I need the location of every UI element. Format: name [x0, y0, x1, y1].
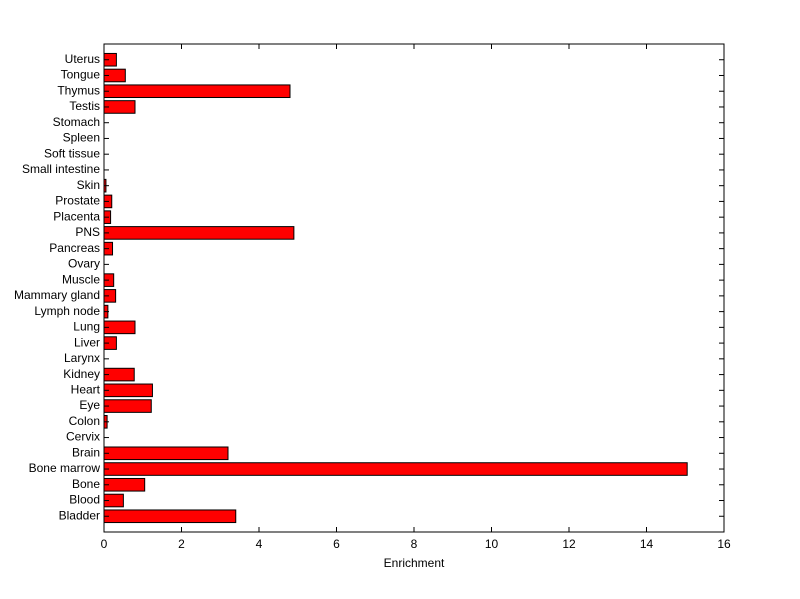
plot-frame — [103, 43, 725, 533]
y-tick-label: Bone marrow — [29, 461, 101, 475]
y-tick-label: Colon — [69, 414, 100, 428]
x-tick-label: 0 — [101, 537, 108, 551]
y-tick-label: Placenta — [53, 209, 100, 223]
y-tick-label: Brain — [72, 445, 100, 459]
y-tick-label: Liver — [74, 335, 100, 349]
y-tick-label: Muscle — [62, 272, 100, 286]
y-tick-label: Eye — [79, 398, 100, 412]
y-tick-label: Lymph node — [34, 304, 100, 318]
y-tick-label: PNS — [75, 225, 100, 239]
x-tick-label: 4 — [256, 537, 263, 551]
x-tick-label: 10 — [485, 537, 499, 551]
y-tick-label: Blood — [69, 493, 100, 507]
y-tick-label: Stomach — [53, 115, 100, 129]
x-tick-label: 6 — [333, 537, 340, 551]
y-tick-label: Testis — [69, 99, 100, 113]
x-ticks: 0 2 4 6 8 10 12 14 16 — [101, 44, 731, 551]
y-tick-label: Prostate — [55, 194, 100, 208]
y-tick-label: Pancreas — [49, 241, 100, 255]
y-tick-label: Larynx — [64, 351, 100, 365]
y-tick-label: Ovary — [68, 257, 100, 271]
y-tick-label: Soft tissue — [44, 146, 100, 160]
y-tick-label: Uterus — [65, 52, 100, 66]
y-tick-label: Lung — [73, 320, 100, 334]
y-tick-label: Spleen — [63, 131, 100, 145]
x-tick-label: 16 — [717, 537, 731, 551]
y-tick-label: Mammary gland — [14, 288, 100, 302]
bar — [103, 84, 291, 99]
y-tick-label: Bladder — [59, 508, 100, 522]
y-tick-label: Cervix — [66, 430, 100, 444]
x-tick-label: 8 — [411, 537, 418, 551]
y-tick-label: Kidney — [63, 367, 100, 381]
x-tick-label: 14 — [640, 537, 654, 551]
bar — [103, 399, 152, 413]
bar — [103, 509, 237, 524]
y-tick-label: Thymus — [57, 83, 100, 97]
y-tick-label: Skin — [77, 178, 100, 192]
bar — [103, 477, 146, 492]
y-tick-label: Heart — [71, 382, 101, 396]
x-tick-label: 2 — [178, 537, 185, 551]
y-tick-label: Bone — [72, 477, 100, 491]
bar — [103, 383, 153, 398]
x-axis-title: Enrichment — [384, 556, 445, 570]
y-tick-label: Tongue — [61, 68, 101, 82]
bar — [103, 446, 229, 461]
x-tick-label: 12 — [562, 537, 576, 551]
bar — [103, 226, 295, 240]
y-tick-label: Small intestine — [22, 162, 100, 176]
bar — [103, 462, 688, 476]
